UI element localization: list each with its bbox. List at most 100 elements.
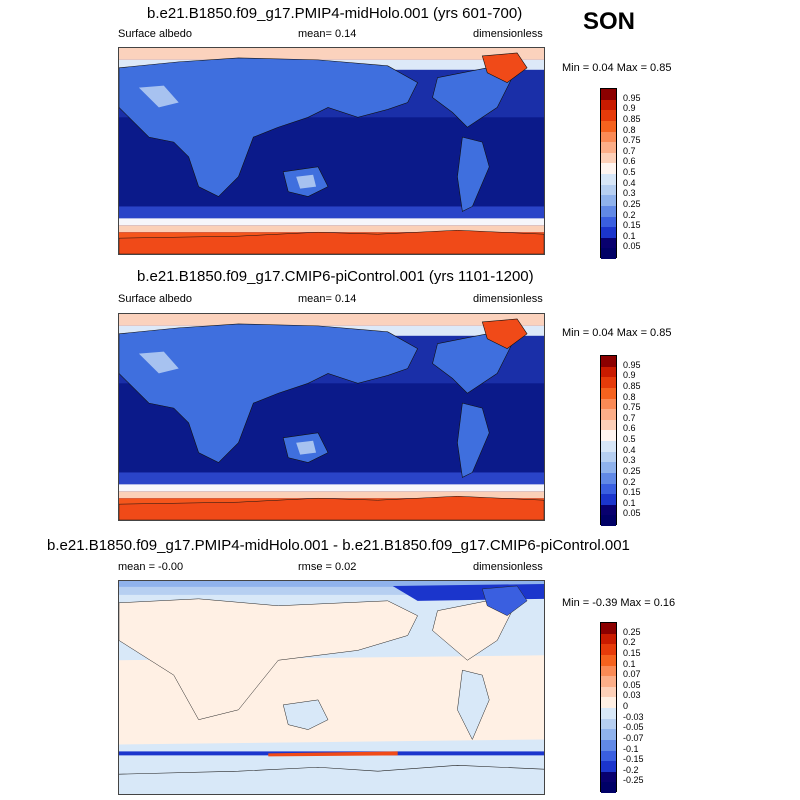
panel-1-map <box>118 47 545 255</box>
legend-swatch <box>601 237 616 249</box>
legend-swatch <box>601 419 616 431</box>
legend-swatch <box>601 89 616 100</box>
legend-label: 0.25 <box>623 198 641 209</box>
panel-3-legend-bar <box>600 622 617 793</box>
legend-label: -0.25 <box>623 775 644 786</box>
legend-swatch <box>601 515 616 526</box>
legend-swatch <box>601 654 616 666</box>
legend-label: 0.8 <box>623 124 636 135</box>
legend-swatch <box>601 676 616 687</box>
panel-2-left-label: Surface albedo <box>118 293 192 305</box>
panel-1-mean: mean= 0.14 <box>298 28 357 40</box>
legend-swatch <box>601 195 616 206</box>
legend-swatch <box>601 623 616 634</box>
legend-swatch <box>601 451 616 463</box>
panel-2-map <box>118 313 545 521</box>
legend-swatch <box>601 472 616 484</box>
season-label: SON <box>583 8 636 35</box>
panel-2-minmax: Min = 0.04 Max = 0.85 <box>562 327 672 339</box>
legend-label: 0.6 <box>623 423 636 434</box>
legend-label: -0.1 <box>623 743 639 754</box>
legend-swatch <box>601 697 616 708</box>
legend-swatch <box>601 504 616 516</box>
legend-label: 0.1 <box>623 230 636 241</box>
panel-1-legend-bar <box>600 88 617 259</box>
legend-label: 0 <box>623 701 629 711</box>
legend-swatch <box>601 739 616 751</box>
legend-label: 0.95 <box>623 359 641 370</box>
legend-label: -0.03 <box>623 711 644 722</box>
legend-label: 0.07 <box>623 669 641 680</box>
legend-label: 0.85 <box>623 380 641 391</box>
legend-label: -0.05 <box>623 722 644 733</box>
panel-1-title: b.e21.B1850.f09_g17.PMIP4-midHolo.001 (y… <box>147 5 523 22</box>
legend-swatch <box>601 398 616 410</box>
legend-swatch <box>601 142 616 153</box>
legend-label: 0.2 <box>623 476 636 487</box>
legend-label: 0.3 <box>623 188 636 199</box>
legend-label: 0.15 <box>623 647 641 658</box>
panel-1-left-label: Surface albedo <box>118 28 192 40</box>
legend-swatch <box>601 131 616 143</box>
legend-swatch <box>601 110 616 121</box>
legend-label: 0.7 <box>623 412 636 423</box>
legend-swatch <box>601 782 616 793</box>
legend-swatch <box>601 216 616 228</box>
legend-label: 0.75 <box>623 135 641 146</box>
legend-label: 0.15 <box>623 487 641 498</box>
legend-label: 0.9 <box>623 103 636 114</box>
legend-swatch <box>601 174 616 185</box>
panel-2-mean: mean= 0.14 <box>298 293 357 305</box>
legend-swatch <box>601 708 616 719</box>
legend-label: 0.85 <box>623 113 641 124</box>
legend-swatch <box>601 227 616 238</box>
legend-swatch <box>601 120 616 132</box>
legend-label: 0.4 <box>623 177 636 188</box>
legend-label: 0.05 <box>623 241 641 252</box>
legend-label: 0.4 <box>623 444 636 455</box>
legend-swatch <box>601 441 616 452</box>
legend-swatch <box>601 771 616 783</box>
legend-swatch <box>601 718 616 730</box>
legend-label: 0.05 <box>623 679 641 690</box>
panel-3-map-svg <box>119 581 544 794</box>
legend-label: -0.2 <box>623 764 639 775</box>
legend-swatch <box>601 686 616 698</box>
legend-swatch <box>601 387 616 399</box>
legend-label: 0.9 <box>623 370 636 381</box>
legend-swatch <box>601 633 616 645</box>
legend-label: 0.7 <box>623 145 636 156</box>
panel-1-map-svg <box>119 48 544 254</box>
legend-swatch <box>601 494 616 505</box>
legend-label: 0.1 <box>623 497 636 508</box>
legend-label: 0.95 <box>623 92 641 103</box>
panel-2-title: b.e21.B1850.f09_g17.CMIP6-piControl.001 … <box>137 268 534 285</box>
legend-swatch <box>601 665 616 677</box>
legend-swatch <box>601 99 616 111</box>
legend-label: 0.03 <box>623 690 641 701</box>
legend-swatch <box>601 356 616 367</box>
panel-3-units: dimensionless <box>473 561 543 573</box>
legend-swatch <box>601 409 616 420</box>
legend-swatch <box>601 430 616 441</box>
legend-swatch <box>601 163 616 174</box>
legend-swatch <box>601 205 616 217</box>
legend-swatch <box>601 729 616 740</box>
legend-swatch <box>601 761 616 772</box>
legend-swatch <box>601 462 616 473</box>
legend-label: 0.15 <box>623 220 641 231</box>
panel-3-map <box>118 580 545 795</box>
legend-label: 0.3 <box>623 455 636 466</box>
legend-label: 0.2 <box>623 209 636 220</box>
panel-3-title: b.e21.B1850.f09_g17.PMIP4-midHolo.001 - … <box>47 537 630 554</box>
legend-label: 0.2 <box>623 637 636 648</box>
legend-label: 0.05 <box>623 508 641 519</box>
legend-swatch <box>601 366 616 378</box>
legend-swatch <box>601 644 616 655</box>
panel-2-units: dimensionless <box>473 293 543 305</box>
panel-3-left-label: mean = -0.00 <box>118 561 184 573</box>
legend-label: 0.25 <box>623 626 641 637</box>
legend-label: 0.1 <box>623 658 636 669</box>
panel-3-minmax: Min = -0.39 Max = 0.16 <box>562 597 676 609</box>
panel-1-minmax: Min = 0.04 Max = 0.85 <box>562 62 672 74</box>
